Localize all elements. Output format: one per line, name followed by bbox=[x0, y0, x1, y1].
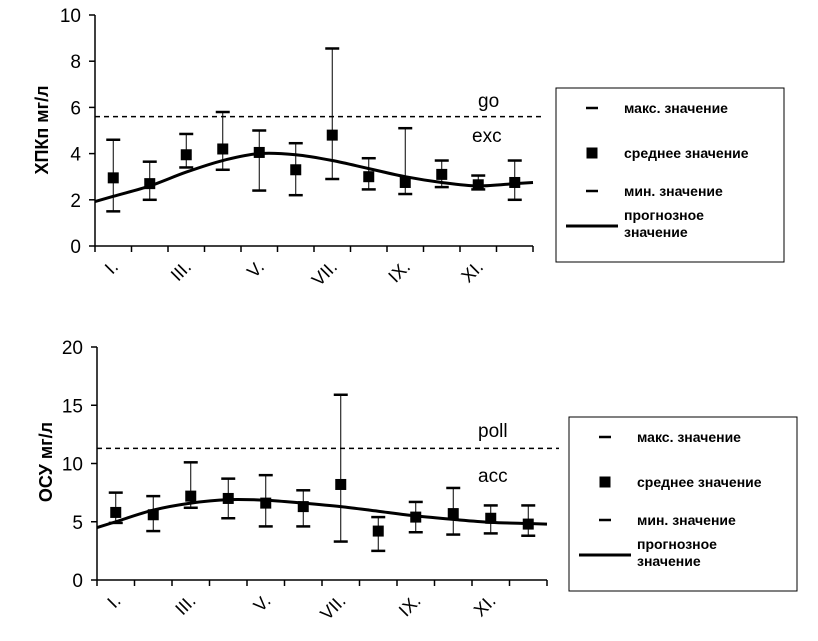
mean-point bbox=[180, 149, 192, 161]
x-tick-label: XI. bbox=[457, 257, 487, 287]
x-tick-label: V. bbox=[250, 591, 275, 616]
legend: макс. значение среднее значение мин. значе… bbox=[555, 87, 785, 263]
mean-point bbox=[399, 176, 411, 188]
y-tick-label: 15 bbox=[62, 396, 83, 417]
mean-point bbox=[290, 164, 302, 176]
mean-point bbox=[447, 508, 459, 520]
chart-1: 0 2 4 6 8 10 I. III. V. VII. IX. XI. ХПКп мг/л go exc м… bbox=[32, 6, 785, 290]
legend-mean-label: среднее значение bbox=[624, 145, 749, 161]
x-tick-label: XI. bbox=[470, 591, 500, 621]
x-tick-label: VII. bbox=[308, 257, 341, 290]
mean-point bbox=[147, 509, 159, 521]
legend-mean-swatch bbox=[586, 147, 598, 159]
y-tick-label: 0 bbox=[70, 237, 81, 258]
legend-max-label: макс. значение bbox=[637, 429, 741, 445]
y-axis-label: ОСУ мг/л bbox=[36, 422, 56, 502]
y-axis-label: ХПКп мг/л bbox=[32, 85, 52, 174]
legend-box bbox=[555, 87, 785, 263]
x-tick-label: VII. bbox=[316, 591, 349, 624]
y-tick-label: 20 bbox=[62, 338, 83, 359]
reference-label-below: acc bbox=[478, 466, 508, 487]
y-tick-label: 4 bbox=[70, 145, 81, 166]
y-tick-label: 8 bbox=[70, 52, 81, 73]
legend-min-label: мин. значение bbox=[637, 512, 736, 528]
x-tick-label: I. bbox=[101, 257, 122, 278]
legend-box bbox=[568, 416, 798, 592]
legend-forecast-line1: прогнозное bbox=[637, 536, 717, 552]
legend-forecast-line2: значение bbox=[624, 224, 688, 240]
mean-point bbox=[217, 143, 229, 155]
mean-point bbox=[297, 501, 309, 513]
mean-point bbox=[260, 497, 272, 509]
legend: макс. значение среднее значение мин. значе… bbox=[568, 416, 798, 592]
reference-label-below: exc bbox=[472, 126, 502, 147]
legend-min-label: мин. значение bbox=[624, 183, 723, 199]
x-tick-label: IX. bbox=[384, 257, 414, 287]
chart-2: 0 5 10 15 20 I. III. V. VII. IX. XI. ОСУ мг/л poll ac… bbox=[36, 338, 798, 624]
x-tick-label: V. bbox=[243, 257, 268, 282]
legend-forecast-line1: прогнозное bbox=[624, 207, 704, 223]
x-tick-label: III. bbox=[167, 257, 195, 285]
y-tick-label: 0 bbox=[72, 571, 83, 592]
mean-point bbox=[107, 172, 119, 184]
legend-forecast-line2: значение bbox=[637, 553, 701, 569]
mean-point bbox=[110, 506, 122, 518]
mean-point bbox=[185, 490, 197, 502]
mean-point bbox=[485, 512, 497, 524]
reference-label-above: poll bbox=[478, 421, 508, 442]
legend-forecast-label: прогнозное значение bbox=[624, 207, 704, 240]
x-tick-label: III. bbox=[171, 591, 199, 619]
y-tick-label: 5 bbox=[72, 513, 83, 534]
forecast-line bbox=[94, 151, 534, 203]
reference-label-above: go bbox=[478, 91, 499, 112]
y-tick-label: 6 bbox=[70, 98, 81, 119]
mean-point bbox=[363, 171, 375, 183]
x-tick-label: IX. bbox=[395, 591, 425, 621]
x-tick-label: I. bbox=[103, 591, 124, 612]
legend-mean-label: среднее значение bbox=[637, 474, 762, 490]
mean-point bbox=[144, 178, 156, 190]
y-tick-label: 10 bbox=[60, 6, 81, 27]
mean-point bbox=[436, 168, 448, 180]
mean-point bbox=[326, 129, 338, 141]
legend-max-label: макс. значение bbox=[624, 100, 728, 116]
forecast-line bbox=[96, 497, 548, 530]
y-tick-label: 2 bbox=[70, 191, 81, 212]
legend-forecast-label: прогнозное значение bbox=[637, 536, 717, 569]
legend-mean-swatch bbox=[599, 476, 611, 488]
y-tick-label: 10 bbox=[62, 455, 83, 476]
mean-point bbox=[335, 478, 347, 490]
mean-point bbox=[372, 525, 384, 537]
